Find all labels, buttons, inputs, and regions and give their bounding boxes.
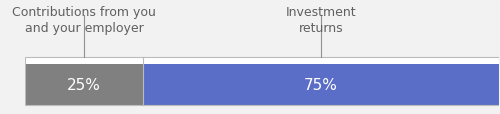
Text: Contributions from you
and your employer: Contributions from you and your employer xyxy=(12,6,156,35)
Text: 75%: 75% xyxy=(304,77,338,92)
Bar xyxy=(25,57,144,65)
Bar xyxy=(25,65,144,105)
Text: Investment
returns: Investment returns xyxy=(286,6,356,35)
Bar xyxy=(144,57,498,65)
Bar xyxy=(25,57,498,105)
Bar xyxy=(144,65,498,105)
Text: 25%: 25% xyxy=(67,77,101,92)
